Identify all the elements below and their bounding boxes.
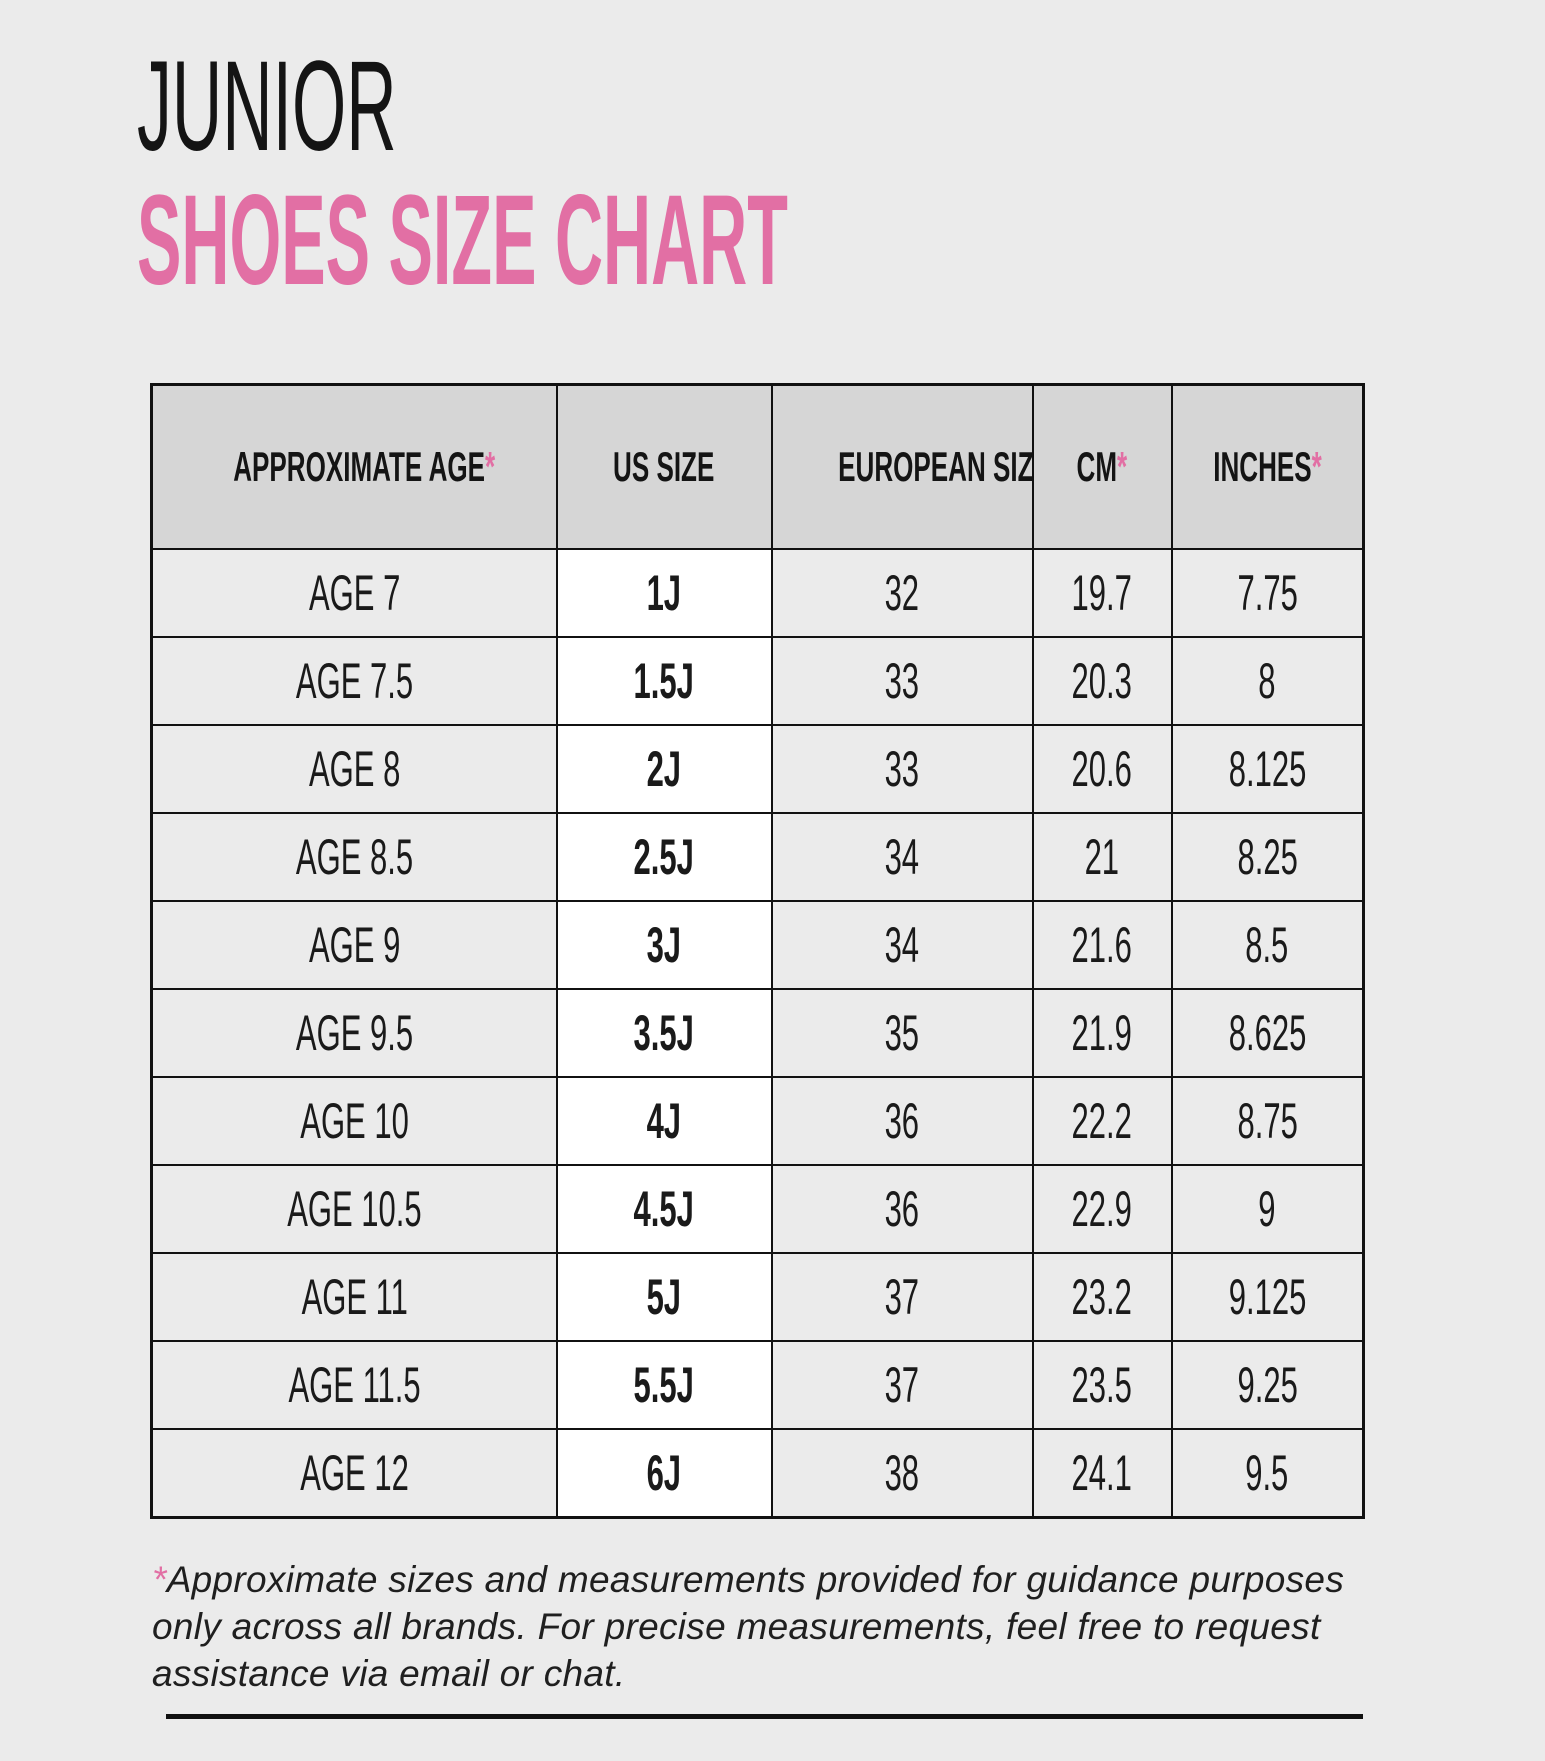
footnote-line: only across all brands. For precise meas…: [152, 1606, 1321, 1647]
header-label: CM: [1076, 443, 1118, 490]
age-cell: AGE 8: [150, 724, 558, 814]
european-size-cell: 35: [770, 988, 1034, 1078]
table-row: AGE 10.5 4.5J 36 22.9 9: [150, 1164, 1365, 1254]
us-size-cell: 2.5J: [555, 812, 773, 902]
size-chart-table: APPROXIMATE AGE* US SIZE EUROPEAN SIZE C…: [150, 383, 1365, 1519]
cm-cell: 20.3: [1031, 636, 1173, 726]
age-cell: AGE 9: [150, 900, 558, 990]
table-row: AGE 9 3J 34 21.6 8.5: [150, 900, 1365, 990]
header-cell-approximate-age: APPROXIMATE AGE*: [150, 383, 558, 550]
inches-cell: 8.5: [1170, 900, 1365, 990]
us-size-cell: 6J: [555, 1428, 773, 1519]
header-cell-european-size: EUROPEAN SIZE: [770, 383, 1034, 550]
european-size-cell: 36: [770, 1164, 1034, 1254]
european-size-cell: 33: [770, 636, 1034, 726]
header-label: US SIZE: [613, 443, 715, 490]
us-size-cell: 4.5J: [555, 1164, 773, 1254]
header-label: INCHES: [1212, 443, 1312, 490]
inches-cell: 8.125: [1170, 724, 1365, 814]
table-row: AGE 8.5 2.5J 34 21 8.25: [150, 812, 1365, 902]
table-row: AGE 10 4J 36 22.2 8.75: [150, 1076, 1365, 1166]
european-size-cell: 34: [770, 900, 1034, 990]
inches-cell: 8.625: [1170, 988, 1365, 1078]
inches-cell: 9.125: [1170, 1252, 1365, 1342]
european-size-cell: 38: [770, 1428, 1034, 1519]
european-size-cell: 32: [770, 548, 1034, 638]
us-size-cell: 4J: [555, 1076, 773, 1166]
age-cell: AGE 8.5: [150, 812, 558, 902]
age-cell: AGE 7.5: [150, 636, 558, 726]
table-row: AGE 9.5 3.5J 35 21.9 8.625: [150, 988, 1365, 1078]
header-label: APPROXIMATE AGE: [233, 443, 486, 490]
title-shoes-size-chart: SHOES SIZE CHART: [137, 169, 788, 312]
european-size-cell: 34: [770, 812, 1034, 902]
table-row: AGE 7.5 1.5J 33 20.3 8: [150, 636, 1365, 726]
european-size-cell: 36: [770, 1076, 1034, 1166]
age-cell: AGE 10: [150, 1076, 558, 1166]
inches-cell: 8.75: [1170, 1076, 1365, 1166]
cm-cell: 24.1: [1031, 1428, 1173, 1519]
header-cell-us-size: US SIZE: [555, 383, 773, 550]
inches-cell: 8: [1170, 636, 1365, 726]
us-size-cell: 5J: [555, 1252, 773, 1342]
cm-cell: 21: [1031, 812, 1173, 902]
table-row: AGE 7 1J 32 19.7 7.75: [150, 548, 1365, 638]
age-cell: AGE 12: [150, 1428, 558, 1519]
pink-asterisk: *: [1117, 443, 1128, 490]
european-size-cell: 33: [770, 724, 1034, 814]
pink-asterisk: *: [1311, 443, 1322, 490]
us-size-cell: 1J: [555, 548, 773, 638]
inches-cell: 9.25: [1170, 1340, 1365, 1430]
header-cell-cm: CM*: [1031, 383, 1173, 550]
inches-cell: 8.25: [1170, 812, 1365, 902]
table-row: AGE 12 6J 38 24.1 9.5: [150, 1428, 1365, 1519]
page-title: JUNIOR SHOES SIZE CHART: [137, 40, 1389, 308]
inches-cell: 9.5: [1170, 1428, 1365, 1519]
footnote-line: assistance via email or chat.: [152, 1653, 626, 1694]
age-cell: AGE 11: [150, 1252, 558, 1342]
cm-cell: 23.5: [1031, 1340, 1173, 1430]
cm-cell: 21.6: [1031, 900, 1173, 990]
age-cell: AGE 11.5: [150, 1340, 558, 1430]
cm-cell: 23.2: [1031, 1252, 1173, 1342]
table-row: AGE 8 2J 33 20.6 8.125: [150, 724, 1365, 814]
us-size-cell: 2J: [555, 724, 773, 814]
header-cell-inches: INCHES*: [1170, 383, 1365, 550]
inches-cell: 9: [1170, 1164, 1365, 1254]
cm-cell: 19.7: [1031, 548, 1173, 638]
pink-asterisk: *: [485, 443, 496, 490]
inches-cell: 7.75: [1170, 548, 1365, 638]
age-cell: AGE 9.5: [150, 988, 558, 1078]
footnote: *Approximate sizes and measurements prov…: [152, 1556, 1442, 1697]
us-size-cell: 5.5J: [555, 1340, 773, 1430]
table-row: AGE 11 5J 37 23.2 9.125: [150, 1252, 1365, 1342]
header-label: EUROPEAN SIZE: [837, 443, 1033, 490]
footnote-asterisk: *: [152, 1559, 167, 1600]
age-cell: AGE 7: [150, 548, 558, 638]
us-size-cell: 3J: [555, 900, 773, 990]
cm-cell: 21.9: [1031, 988, 1173, 1078]
us-size-cell: 3.5J: [555, 988, 773, 1078]
table-row: AGE 11.5 5.5J 37 23.5 9.25: [150, 1340, 1365, 1430]
european-size-cell: 37: [770, 1252, 1034, 1342]
cm-cell: 20.6: [1031, 724, 1173, 814]
age-cell: AGE 10.5: [150, 1164, 558, 1254]
footnote-line: Approximate sizes and measurements provi…: [166, 1559, 1345, 1600]
title-junior: JUNIOR: [137, 35, 397, 178]
cm-cell: 22.2: [1031, 1076, 1173, 1166]
european-size-cell: 37: [770, 1340, 1034, 1430]
us-size-cell: 1.5J: [555, 636, 773, 726]
header-row: APPROXIMATE AGE* US SIZE EUROPEAN SIZE C…: [150, 383, 1365, 550]
bottom-divider-line: [166, 1714, 1363, 1719]
cm-cell: 22.9: [1031, 1164, 1173, 1254]
